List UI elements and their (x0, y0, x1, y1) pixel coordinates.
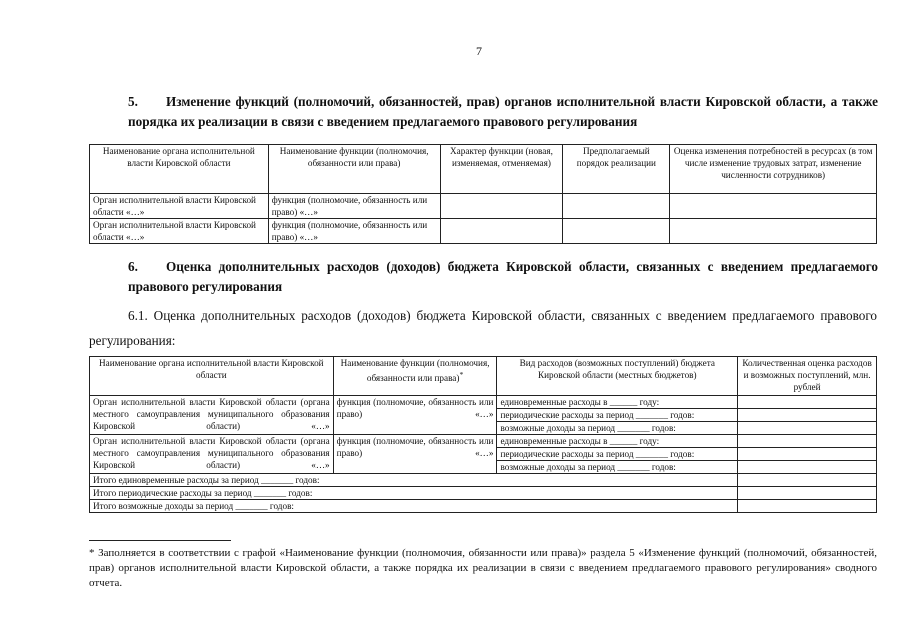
table-header-row: Наименование органа исполнительной власт… (89, 144, 877, 194)
expense-type-cell: периодические расходы за период _______ … (496, 447, 739, 461)
cell (562, 218, 671, 244)
value-cell (737, 395, 877, 409)
cell (439, 193, 564, 219)
header-cell: Вид расходов (возможных поступлений) бюд… (496, 356, 739, 396)
page-number: 7 (476, 44, 482, 58)
total-row: Итого единовременные расходы за период _… (88, 473, 877, 487)
section-6-heading: 6. Оценка дополнительных расходов (доходо… (128, 257, 878, 297)
table-row: Орган исполнительной власти Кировской об… (89, 434, 877, 474)
table-row: Орган исполнительной власти Кировской об… (89, 395, 877, 435)
section-title: Изменение функций (полномочий, обязаннос… (128, 94, 878, 129)
header-cell: Оценка изменения потребностей в ресурсах… (669, 144, 877, 194)
section-5-heading: 5. Изменение функций (полномочий, обязанн… (128, 92, 878, 132)
total-label: Итого возможные доходы за период _______… (88, 499, 739, 513)
section-title: Оценка дополнительных расходов (доходов)… (128, 259, 878, 294)
function-cell: функция (полномочие, обязанность или пра… (332, 434, 498, 474)
footnote-divider (89, 540, 231, 541)
organ-cell: Орган исполнительной власти Кировской об… (89, 434, 334, 474)
value-cell (737, 499, 877, 513)
total-row: Итого периодические расходы за период __… (88, 486, 877, 500)
expense-type-cell: периодические расходы за период _______ … (496, 408, 739, 422)
value-cell (737, 421, 877, 435)
cell: функция (полномочие, обязанность или пра… (267, 218, 441, 244)
cell: Орган исполнительной власти Кировской об… (89, 218, 269, 244)
footnote: * Заполняется в соответствии с графой «Н… (89, 547, 877, 589)
table-header-row: Наименование органа исполнительной власт… (89, 356, 877, 396)
section-number: 6. (128, 259, 138, 274)
cell: функция (полномочие, обязанность или пра… (267, 193, 441, 219)
expense-type-cell: единовременные расходы в ______ году: (496, 395, 739, 409)
expense-type-cell: единовременные расходы в ______ году: (496, 434, 739, 448)
expense-type-cell: возможные доходы за период _______ годов… (496, 421, 739, 435)
header-cell: Наименование органа исполнительной власт… (89, 356, 334, 396)
header-cell: Наименование органа исполнительной власт… (89, 144, 269, 194)
cell (439, 218, 564, 244)
header-cell: Предполагаемый порядок реализации (562, 144, 671, 194)
table-row: возможные доходы за период _______ годов… (90, 421, 877, 435)
value-cell (737, 486, 877, 500)
header-cell: Количественная оценка расходов и возможн… (737, 356, 877, 396)
total-label: Итого периодические расходы за период __… (88, 486, 739, 500)
cell (669, 193, 877, 219)
section-number: 5. (128, 94, 138, 109)
header-cell: Наименование функции (полномочия, обязан… (332, 356, 498, 396)
budget-table: Наименование органа исполнительной власт… (88, 356, 877, 513)
organ-cell: Орган исполнительной власти Кировской об… (89, 395, 334, 435)
total-row: Итого возможные доходы за период _______… (88, 499, 877, 513)
expense-type-cell: возможные доходы за период _______ годов… (496, 460, 739, 474)
value-cell (737, 408, 877, 422)
subsection-6-1: 6.1. Оценка дополнительных расходов (дох… (89, 308, 877, 348)
table-row: Орган исполнительной власти Кировской об… (89, 193, 877, 219)
table-row: Орган исполнительной власти Кировской об… (89, 218, 877, 244)
value-cell (737, 460, 877, 474)
functions-table: Наименование органа исполнительной власт… (89, 144, 877, 244)
total-label: Итого единовременные расходы за период _… (88, 473, 739, 487)
footnote-mark: * (459, 370, 464, 379)
header-cell: Наименование функции (полномочия, обязан… (267, 144, 441, 194)
value-cell (737, 447, 877, 461)
header-cell: Характер функции (новая, изменяемая, отм… (439, 144, 564, 194)
function-cell: функция (полномочие, обязанность или пра… (332, 395, 498, 435)
value-cell (737, 434, 877, 448)
cell: Орган исполнительной власти Кировской об… (89, 193, 269, 219)
cell (562, 193, 671, 219)
value-cell (737, 473, 877, 487)
cell (669, 218, 877, 244)
